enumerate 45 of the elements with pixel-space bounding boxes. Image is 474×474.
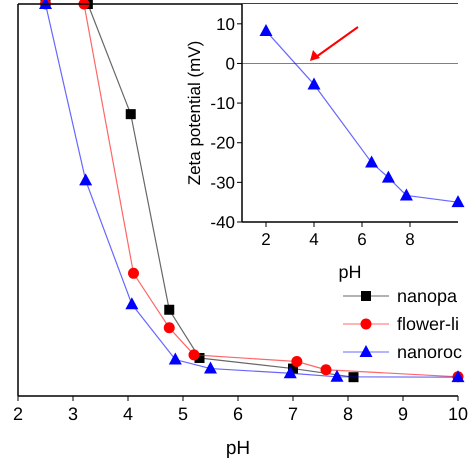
point <box>79 173 92 186</box>
point <box>400 188 413 200</box>
x-tick-label: 5 <box>178 404 188 424</box>
y-tick-label: -20 <box>210 134 235 153</box>
point <box>168 352 182 365</box>
point <box>126 109 136 120</box>
x-tick-label: 4 <box>309 230 319 249</box>
y-tick-label: -10 <box>210 94 235 114</box>
x-tick-label: 2 <box>261 230 271 249</box>
point <box>348 372 358 382</box>
x-tick-label: 6 <box>232 404 244 424</box>
point <box>330 370 344 382</box>
x-tick-label: 8 <box>342 404 354 424</box>
x-tick-label: 7 <box>288 404 298 424</box>
x-tick-label: 9 <box>398 404 408 424</box>
point <box>204 362 217 374</box>
point <box>164 304 174 315</box>
x-tick-label: 3 <box>68 404 78 424</box>
point <box>308 77 320 90</box>
point <box>188 349 200 360</box>
y-tick-label: -40 <box>210 212 235 232</box>
y-axis-title: Zeta potential (mV) <box>185 40 204 186</box>
x-axis-title: pH <box>338 262 362 282</box>
x-tick-label: 2 <box>12 404 24 424</box>
point <box>320 364 332 376</box>
x-tick-label: 6 <box>357 230 367 249</box>
x-axis-title: pH <box>226 438 250 459</box>
point <box>284 366 297 378</box>
point <box>291 356 302 368</box>
point <box>260 24 272 36</box>
y-tick-label: 10 <box>216 14 235 34</box>
point <box>452 195 464 208</box>
point <box>164 322 175 334</box>
point <box>365 156 378 168</box>
legend-label: flower-li <box>397 314 460 334</box>
point <box>382 170 395 183</box>
x-tick-label: 8 <box>405 230 415 249</box>
point <box>128 268 139 279</box>
legend-label: nanopa <box>397 286 458 306</box>
point <box>125 297 138 310</box>
x-tick-label: 10 <box>448 404 468 424</box>
x-tick-label: 4 <box>122 404 134 424</box>
y-tick-label: -30 <box>210 173 235 192</box>
y-tick-label: 0 <box>226 54 235 74</box>
legend-label: nanoroc <box>397 342 462 362</box>
